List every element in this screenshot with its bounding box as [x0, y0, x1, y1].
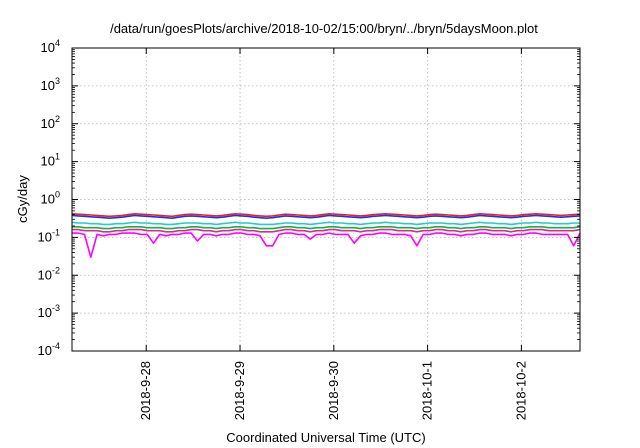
x-tick-label: 2018-10-1	[420, 361, 435, 420]
x-tick-label: 2018-9-30	[326, 361, 341, 420]
x-tick-label: 2018-10-2	[513, 361, 528, 420]
y-tick-label: 103	[41, 76, 60, 93]
y-tick-base: 10	[41, 116, 55, 131]
y-tick-label: 10-2	[38, 265, 60, 282]
y-tick-exponent: -3	[52, 303, 60, 313]
y-tick-exponent: 2	[55, 114, 60, 124]
y-tick-exponent: 3	[55, 76, 60, 86]
y-tick-label: 10-3	[38, 303, 60, 320]
x-tick-label: 2018-9-28	[138, 361, 153, 420]
y-tick-label: 10-1	[38, 227, 60, 244]
series-group	[71, 213, 581, 259]
y-axis-label: cGy/day	[15, 175, 30, 223]
series-line-1	[71, 213, 581, 218]
y-tick-base: 10	[41, 154, 55, 169]
x-axis: 2018-9-28 2018-9-29 2018-9-30 2018-10-1 2018…	[138, 48, 528, 420]
y-tick-label: 104	[41, 38, 60, 55]
y-tick-label: 100	[41, 190, 60, 207]
y-tick-base: 10	[38, 229, 52, 244]
x-axis-label: Coordinated Universal Time (UTC)	[226, 430, 425, 445]
y-tick-base: 10	[41, 40, 55, 55]
chart-title: /data/run/goesPlots/archive/2018-10-02/1…	[110, 21, 538, 36]
y-tick-base: 10	[41, 192, 55, 207]
y-tick-label: 10-4	[38, 341, 60, 358]
grid	[72, 48, 580, 351]
y-tick-base: 10	[38, 343, 52, 358]
y-tick-exponent: 0	[55, 190, 60, 200]
y-tick-label: 102	[41, 114, 60, 131]
y-tick-exponent: -1	[52, 227, 60, 237]
series-line-6	[72, 232, 581, 259]
series-line-3	[71, 221, 580, 226]
y-tick-base: 10	[41, 78, 55, 93]
y-tick-base: 10	[38, 305, 52, 320]
series-line-2	[71, 214, 581, 219]
y-tick-exponent: -2	[52, 265, 60, 275]
y-tick-base: 10	[38, 267, 52, 282]
y-tick-exponent: 1	[55, 152, 60, 162]
y-tick-label: 101	[41, 152, 60, 169]
y-tick-exponent: 4	[55, 38, 60, 48]
x-tick-label: 2018-9-29	[232, 361, 247, 420]
series-line-5	[72, 228, 581, 233]
series-line-4	[72, 226, 581, 230]
y-tick-exponent: -4	[52, 341, 60, 351]
